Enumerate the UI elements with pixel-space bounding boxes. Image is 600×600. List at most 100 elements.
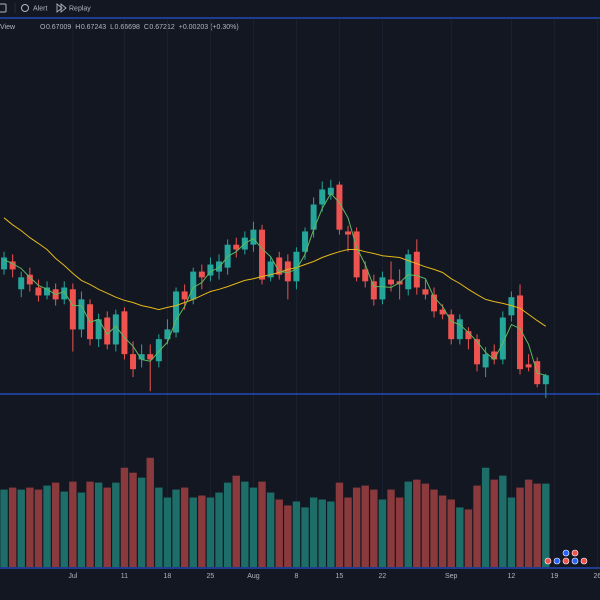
volume-bar xyxy=(352,487,361,567)
candle-body xyxy=(95,319,102,340)
event-icon[interactable] xyxy=(544,557,552,565)
candle-body xyxy=(517,295,524,370)
legend-value: 0.67212 xyxy=(149,24,174,31)
volume-bar xyxy=(309,497,318,567)
candle-body xyxy=(173,291,180,333)
volume-bar xyxy=(447,499,455,567)
volume-bar xyxy=(266,492,275,567)
event-icon[interactable] xyxy=(580,557,588,565)
volume-bar xyxy=(335,482,344,567)
candle-body xyxy=(44,287,51,296)
layout-icon[interactable] xyxy=(0,3,7,13)
alert-label: Alert xyxy=(33,5,47,12)
volume-bar xyxy=(395,497,404,567)
candle-body xyxy=(250,229,257,245)
legend-key: C xyxy=(144,24,149,31)
candle-body xyxy=(216,261,223,272)
candle-body xyxy=(439,309,446,315)
candle-body xyxy=(413,251,420,288)
volume-bar xyxy=(8,487,17,567)
volume-bar xyxy=(361,485,369,567)
volume-bar xyxy=(112,482,120,567)
candle-body xyxy=(69,289,76,330)
volume-bar xyxy=(516,487,524,567)
candle-body xyxy=(353,231,360,278)
volume-bar xyxy=(223,482,232,567)
volume-bar xyxy=(43,485,51,567)
volume-bar xyxy=(215,492,223,567)
candle-body xyxy=(233,244,240,250)
volume-bar xyxy=(34,489,43,567)
candle-body xyxy=(482,354,489,368)
candle-body xyxy=(456,319,463,340)
volume-bar xyxy=(60,491,68,567)
x-tick-label: 25 xyxy=(207,573,215,580)
ohlc-legend: O 0.67009 H 0.67243 L 0.66698 C 0.67212 +0.00203… xyxy=(40,24,239,31)
candle-body xyxy=(1,257,8,270)
candle-body xyxy=(465,331,472,340)
volume-bar xyxy=(370,489,378,567)
volume-bar xyxy=(533,483,541,567)
volume-bar xyxy=(198,495,206,567)
candle-body xyxy=(542,375,549,385)
alert-button[interactable]: Alert xyxy=(21,4,48,13)
legend-value: 0.67243 xyxy=(81,24,106,31)
x-tick-label: 18 xyxy=(164,573,172,580)
volume-bar xyxy=(421,483,430,567)
candle-body xyxy=(362,269,369,282)
volume-bar xyxy=(481,467,490,567)
event-icon[interactable] xyxy=(562,549,570,557)
plot-layer xyxy=(0,19,598,567)
volume-bar xyxy=(103,487,111,567)
volume-bar xyxy=(275,499,283,567)
volume-bar xyxy=(378,499,387,567)
candle-body xyxy=(431,294,438,312)
volume-bar xyxy=(0,489,8,567)
candle-body xyxy=(284,261,291,282)
legend-key: O xyxy=(40,24,46,31)
volume-bar xyxy=(507,497,516,567)
event-icon[interactable] xyxy=(562,557,570,565)
volume-bar xyxy=(69,481,77,567)
candle-body xyxy=(138,354,145,360)
volume-bar xyxy=(524,479,533,567)
volume-bar xyxy=(94,482,103,567)
candle-body xyxy=(112,314,119,345)
event-icons[interactable] xyxy=(544,549,588,565)
volume-bar xyxy=(284,505,292,567)
volume-bar xyxy=(499,475,507,567)
moving-average-line xyxy=(3,192,546,376)
candle-body xyxy=(525,364,532,368)
volume-bar xyxy=(404,481,412,567)
candle-body xyxy=(345,231,352,235)
event-icon[interactable] xyxy=(571,549,579,557)
volume-bar xyxy=(327,501,335,567)
volume-bar xyxy=(473,485,481,567)
candle-body xyxy=(207,264,214,276)
candle-body xyxy=(78,299,85,330)
candle-body xyxy=(422,289,429,295)
event-icon[interactable] xyxy=(571,557,579,565)
volume-bar xyxy=(344,497,352,567)
x-tick-label: 8 xyxy=(294,573,298,580)
legend-value: 0.66698 xyxy=(115,24,140,31)
volume-bar xyxy=(180,487,189,567)
volume-bar xyxy=(129,472,137,567)
candle-body xyxy=(104,317,111,345)
volume-bar xyxy=(387,489,395,567)
x-tick-label: 22 xyxy=(379,573,387,580)
volume-bar xyxy=(206,497,215,567)
candle-body xyxy=(147,354,154,360)
replay-button[interactable]: Replay xyxy=(56,3,91,13)
candle-body xyxy=(302,231,309,252)
x-tick-label: Sep xyxy=(445,573,458,580)
x-tick-label: 19 xyxy=(551,573,559,580)
volume-bar xyxy=(172,489,180,567)
volume-bar xyxy=(430,489,438,567)
x-tick-label: 12 xyxy=(508,573,516,580)
candle-body xyxy=(388,279,395,285)
legend-change: +0.00203 (+0.30%) xyxy=(179,24,239,31)
event-icon[interactable] xyxy=(553,557,561,565)
candle-body xyxy=(499,317,506,360)
candle-body xyxy=(130,354,137,370)
